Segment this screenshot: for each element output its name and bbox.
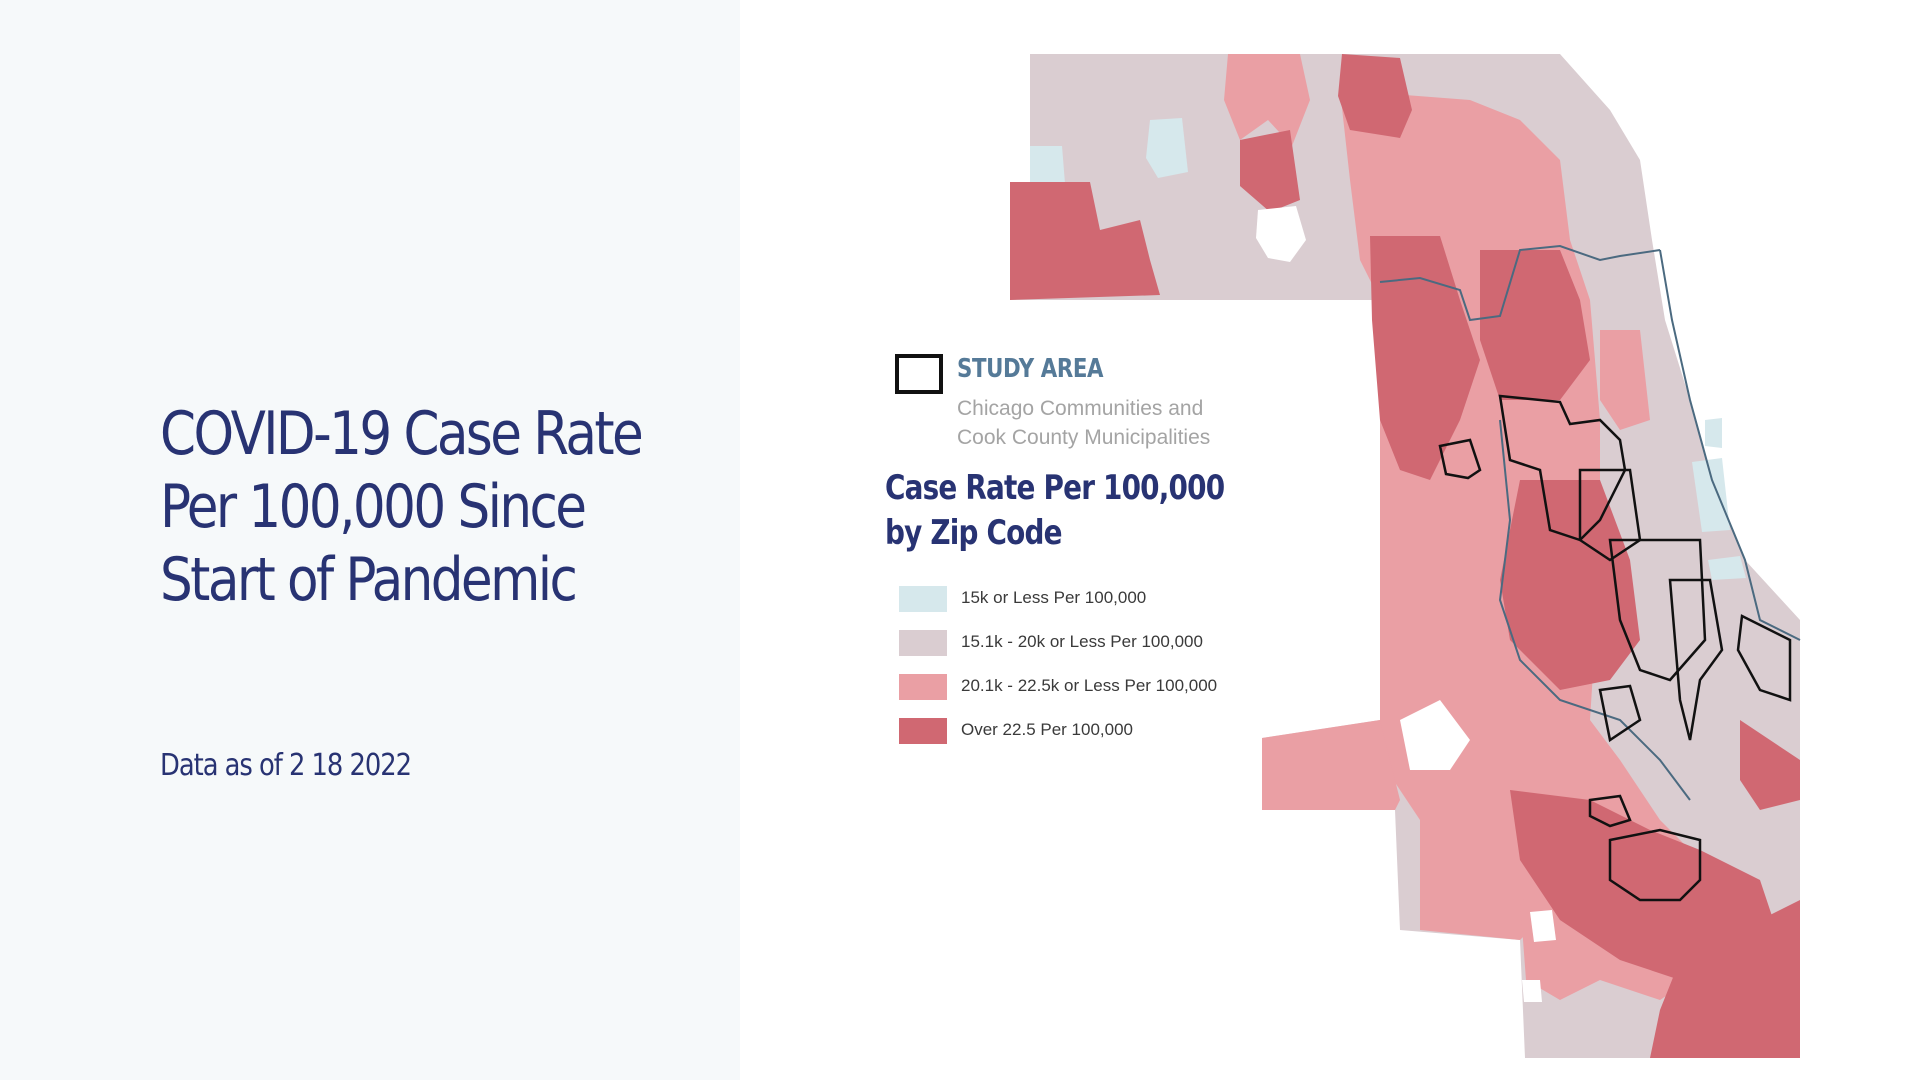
legend-label-low: 15k or Less Per 100,000 (961, 588, 1147, 607)
legend-swatch-low (899, 586, 947, 612)
map-region-mid-west (1262, 720, 1400, 810)
map-region-low-3 (1692, 458, 1730, 532)
study-area-outlines (1438, 394, 1792, 902)
title-panel: COVID-19 Case Rate Per 100,000 Since Sta… (0, 0, 740, 1080)
map-region-no-data-4 (1522, 980, 1542, 1002)
map-region-low-2 (1146, 118, 1188, 178)
data-date-subtitle: Data as of 2 18 2022 (160, 748, 412, 783)
legend-swatch-high (899, 674, 947, 700)
study-area-description: Chicago Communities and Cook County Muni… (957, 394, 1210, 452)
map-region-low-5 (1708, 556, 1746, 580)
map-region-no-data-3 (1530, 910, 1556, 942)
study-area-title: STUDY AREA (957, 354, 1104, 384)
legend-label-very-high: Over 22.5 Per 100,000 (961, 720, 1134, 739)
map-region-high-core (1500, 480, 1640, 690)
map-region-no-data-2 (1400, 700, 1470, 770)
map-region-no-data-1 (1256, 206, 1306, 262)
study-area-line-2: Cook County Municipalities (957, 426, 1211, 449)
map-region-high-northwest (1010, 182, 1160, 300)
map-region-high-east (1740, 720, 1800, 810)
map-region-mid-east (1600, 330, 1650, 430)
legend-swatch-very-high (899, 718, 947, 744)
map-region-low-4 (1705, 418, 1722, 448)
study-area-line-1: Chicago Communities and (957, 397, 1204, 420)
map-region-high-north (1338, 54, 1412, 138)
legend-label-high: 20.1k - 22.5k or Less Per 100,000 (961, 676, 1218, 695)
legend-swatch-moderate (899, 630, 947, 656)
map-region-high-central (1480, 250, 1590, 400)
map-region-mid-north (1224, 54, 1310, 146)
page-title: COVID-19 Case Rate Per 100,000 Since Sta… (160, 399, 644, 615)
map-region-high-central-west (1370, 236, 1480, 480)
map-region-high-north-2 (1240, 130, 1300, 212)
cook-county-zip-map (1010, 54, 1801, 1058)
chicago-city-boundary (1379, 244, 1691, 801)
map-region-high-southeast (1650, 900, 1800, 1058)
study-area-outline-swatch (895, 354, 943, 394)
map-panel: STUDY AREA Chicago Communities and Cook … (740, 0, 1920, 1080)
lake-shoreline (1659, 249, 1801, 641)
legend-label-moderate: 15.1k - 20k or Less Per 100,000 (961, 632, 1203, 651)
case-rate-legend-title: Case Rate Per 100,000 by Zip Code (885, 468, 1225, 553)
